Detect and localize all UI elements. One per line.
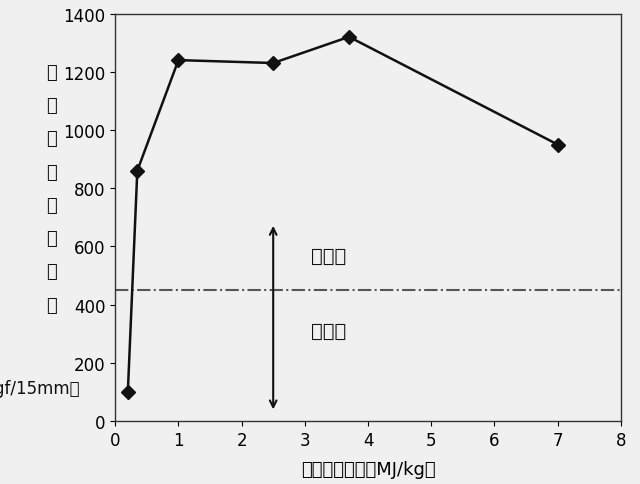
Text: シ: シ <box>46 163 56 181</box>
Text: ー: ー <box>46 197 56 214</box>
Text: ー: ー <box>46 97 56 115</box>
Text: 実施例: 実施例 <box>311 246 346 265</box>
X-axis label: 比エネルギー（MJ/kg）: 比エネルギー（MJ/kg） <box>301 460 435 478</box>
Text: （gf/15mm）: （gf/15mm） <box>0 379 80 397</box>
Text: 度: 度 <box>46 296 56 314</box>
Text: ヒ: ヒ <box>46 63 56 82</box>
Text: ル: ル <box>46 229 56 247</box>
Text: ト: ト <box>46 130 56 148</box>
Text: 強: 強 <box>46 263 56 281</box>
Text: 比較例: 比較例 <box>311 321 346 341</box>
